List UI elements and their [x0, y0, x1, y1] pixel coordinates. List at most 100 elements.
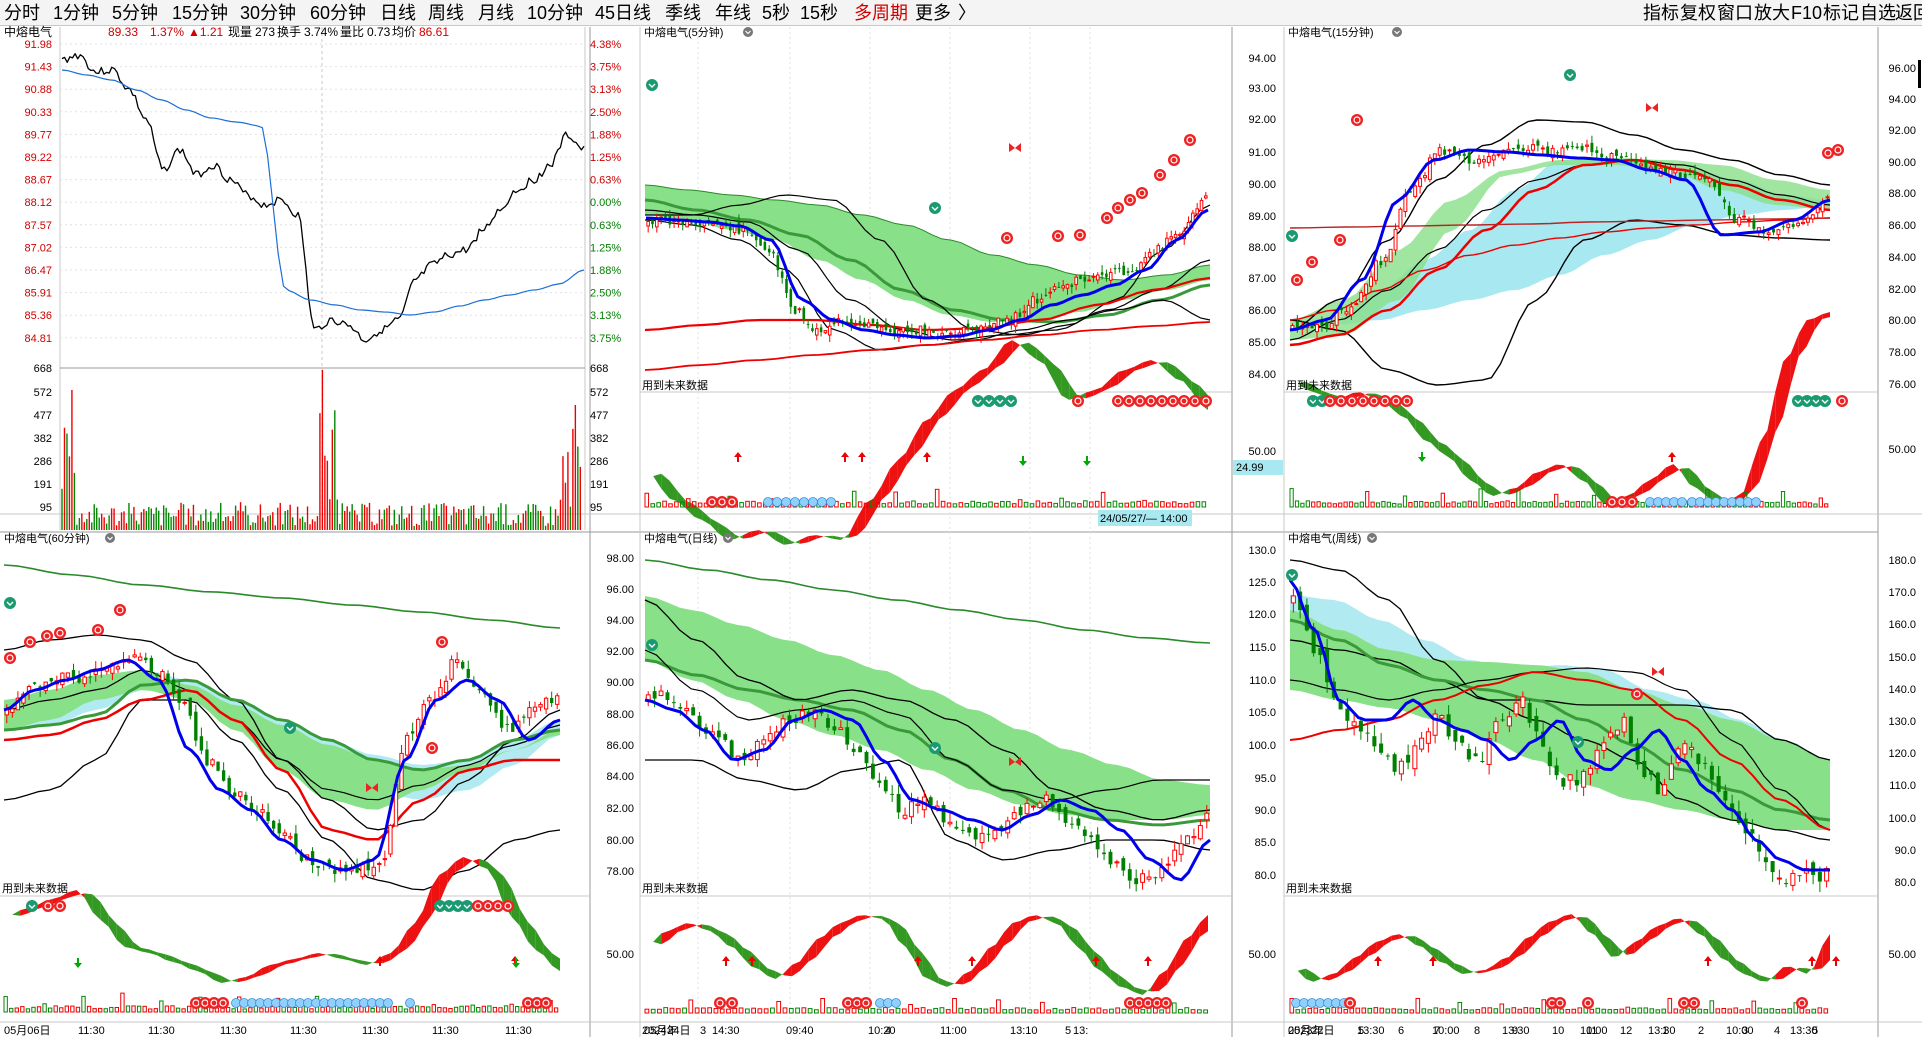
oscillator-bar	[1564, 500, 1570, 508]
tab-11[interactable]: 季线	[665, 3, 701, 23]
time-tick: 6	[1398, 1025, 1404, 1037]
tool-tab-2[interactable]: 窗口	[1717, 3, 1753, 23]
panel-menu-icon[interactable]	[745, 30, 751, 35]
oscillator-bar	[970, 500, 976, 508]
tab-2[interactable]: 5分钟	[112, 3, 159, 23]
time-tick: 13:	[1073, 1025, 1088, 1037]
tab-4[interactable]: 30分钟	[240, 3, 297, 23]
oscillator-bar	[1435, 501, 1440, 508]
oscillator-ribbon	[849, 915, 858, 926]
oscillator-bar	[292, 1006, 297, 1013]
band-green-60m	[4, 670, 560, 810]
oscillator-bar	[869, 500, 875, 508]
oscillator-bar	[1343, 501, 1348, 508]
panel-menu-icon[interactable]	[1392, 27, 1402, 37]
signal-red-icon	[56, 629, 64, 637]
candle-5m-candle	[711, 223, 715, 226]
panel-menu-icon[interactable]	[1367, 533, 1377, 543]
oscillator-bar	[713, 1008, 719, 1014]
tab-16[interactable]: 更多	[915, 3, 951, 23]
tab-9[interactable]: 10分钟	[527, 3, 584, 23]
panel-menu-icon[interactable]	[107, 536, 113, 541]
oscillator-bar	[1775, 1009, 1781, 1014]
candle-15m-candle	[1766, 232, 1771, 236]
candle-5m-candle	[888, 329, 892, 333]
scroll-marker[interactable]	[1918, 60, 1921, 88]
candle-5m-candle	[1204, 195, 1208, 199]
tab-3[interactable]: 15分钟	[172, 3, 229, 23]
tool-tab-7[interactable]: 返回	[1895, 3, 1922, 23]
panel-menu-icon[interactable]	[1369, 536, 1375, 541]
oscillator-bar	[1136, 500, 1141, 508]
oscillator-ribbon	[1814, 945, 1823, 970]
panel-menu-icon[interactable]	[743, 27, 753, 37]
candle-5m-candle	[789, 289, 793, 307]
tab-17[interactable]: 〉	[958, 3, 976, 23]
panel-menu-icon[interactable]	[725, 536, 731, 541]
tool-tab-3[interactable]: 放大	[1754, 3, 1790, 23]
panel-menu-icon[interactable]	[723, 533, 733, 543]
tool-tab-4[interactable]: F10	[1791, 3, 1823, 23]
oscillator-bar	[337, 1007, 342, 1013]
signal-red-icon	[1168, 154, 1180, 166]
tab-6[interactable]: 日线	[380, 3, 416, 23]
boll-mid-day	[644, 649, 1210, 801]
candle-week-candle	[1500, 719, 1505, 721]
oscillator-ribbon	[1775, 361, 1783, 433]
candle-day-candle	[896, 793, 901, 813]
tab-15[interactable]: 多周期	[854, 3, 908, 23]
panel-menu-icon[interactable]	[1394, 30, 1400, 35]
oscillator-bar	[370, 1007, 375, 1013]
oscillator-bar	[1178, 1008, 1183, 1014]
signal-red-icon	[199, 997, 211, 1009]
signal-red-icon	[1308, 258, 1316, 266]
tab-10[interactable]: 45日线	[595, 3, 652, 23]
candle-day-candle	[1153, 877, 1158, 879]
candle-15m-candle	[1688, 174, 1692, 176]
signal-green-icon	[443, 900, 455, 912]
oscillator-bar	[1321, 502, 1327, 508]
ma-blue-week	[1288, 579, 1830, 872]
oscillator-bar	[1462, 501, 1467, 508]
oscillator-bar	[1375, 502, 1381, 508]
pct-tick: 0.63%	[590, 175, 621, 187]
ma-green-day	[644, 658, 1211, 827]
tab-0[interactable]: 分时	[4, 3, 40, 23]
oscillator-bar	[668, 503, 673, 508]
tab-13[interactable]: 5秒	[762, 3, 791, 23]
oscillator-bar	[1440, 492, 1445, 508]
time-tick: 5	[1358, 1025, 1364, 1037]
signal-red-icon	[1001, 232, 1013, 244]
signal-blue-icon	[772, 497, 782, 507]
candle-60m-candle	[227, 777, 231, 794]
tab-14[interactable]: 15秒	[800, 3, 839, 23]
signal-red-icon	[860, 997, 872, 1009]
ratio-label: 量比	[340, 25, 364, 39]
oscillator-ribbon	[1150, 975, 1159, 992]
candle-60m-candle	[366, 858, 370, 871]
tool-tab-5[interactable]: 标记	[1823, 3, 1859, 23]
panel-menu-icon[interactable]	[105, 533, 115, 543]
oscillator-ribbon	[963, 377, 972, 394]
signal-red-icon	[1836, 395, 1848, 407]
tool-tab-0[interactable]: 指标	[1643, 3, 1679, 23]
oscillator-ribbon	[382, 953, 391, 964]
candle-5m-candle	[1001, 319, 1004, 322]
up-arrow-icon	[1832, 956, 1840, 966]
signal-green-icon	[972, 395, 984, 407]
tab-7[interactable]: 周线	[428, 3, 464, 23]
signal-red-icon	[1180, 397, 1188, 405]
tab-12[interactable]: 年线	[715, 3, 751, 23]
tab-5[interactable]: 60分钟	[310, 3, 367, 23]
tab-1[interactable]: 1分钟	[53, 3, 100, 23]
signal-red-icon	[1606, 496, 1618, 508]
tool-tab-1[interactable]: 复权	[1680, 3, 1716, 23]
tool-tab-6[interactable]: 自选	[1860, 3, 1896, 23]
oscillator-bar	[142, 1005, 147, 1013]
tab-8[interactable]: 月线	[478, 3, 514, 23]
oscillator-bar	[763, 1008, 769, 1014]
ratio-value: 0.73	[367, 25, 391, 39]
oscillator-bar	[420, 1006, 425, 1013]
oscillator-bar	[1457, 1001, 1463, 1014]
